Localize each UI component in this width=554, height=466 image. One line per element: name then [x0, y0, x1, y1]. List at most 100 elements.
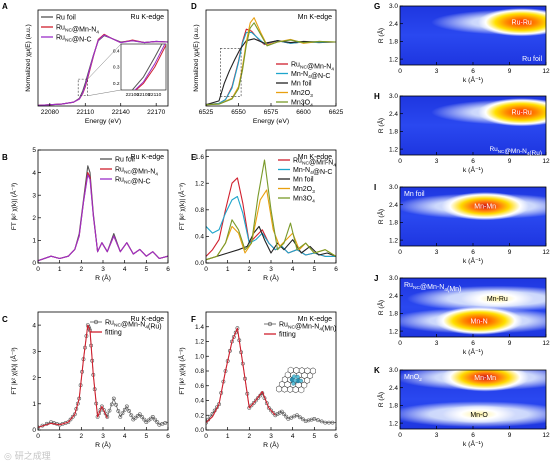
- panel-title: Mn K-edge: [298, 154, 332, 161]
- y-axis-label: R (Å): [376, 118, 385, 133]
- data-point: [86, 324, 91, 329]
- data-point: [107, 408, 112, 413]
- x-tick-label: 12: [542, 432, 550, 439]
- y-tick-label: 0: [32, 260, 36, 267]
- y-tick-label: 2: [32, 215, 36, 222]
- y-axis-label: FT |k² χ(k)| (Å⁻³): [177, 183, 186, 230]
- x-axis-label: k (Å⁻¹): [463, 256, 483, 265]
- y-tick-label: 1.8: [389, 39, 398, 46]
- heatmap-peak: [441, 370, 529, 392]
- data-point: [323, 420, 328, 425]
- panel-letter: G: [374, 2, 380, 11]
- plot-frame: [37, 9, 169, 107]
- x-tick-label: 0: [36, 266, 40, 273]
- inset-y-tick-label: 0.2: [113, 81, 120, 87]
- series-group: [38, 323, 168, 430]
- x-tick-label: 1: [58, 266, 62, 273]
- legend-label: RuNC@Mn-N4(Mn): [279, 321, 336, 332]
- data-point: [114, 402, 118, 407]
- x-tick-label: 6: [471, 249, 475, 256]
- x-tick-label: 3: [269, 433, 273, 440]
- x-axis-label: R (Å): [263, 273, 279, 282]
- y-tick-label: 1.2: [389, 146, 398, 153]
- x-axis-label: k (Å⁻¹): [463, 165, 483, 174]
- x-tick-label: 5: [313, 266, 317, 273]
- data-point: [295, 413, 299, 418]
- legend-label: RuNC@Mn-N4(Ru): [105, 319, 162, 330]
- data-point: [118, 414, 123, 419]
- data-point: [282, 412, 286, 417]
- x-axis-label: Energy (eV): [253, 118, 289, 125]
- y-tick-label: 3: [32, 192, 36, 199]
- legend-label: RuNC@N-C: [115, 176, 151, 185]
- y-axis-label: Normalized χμ(E) (a.u.): [193, 24, 200, 91]
- structure-illustration: [275, 366, 317, 394]
- x-tick-label: 6525: [199, 109, 214, 116]
- y-tick-label: 1.2: [389, 237, 398, 244]
- data-point: [319, 419, 324, 424]
- y-tick-label: 1.4: [195, 324, 204, 331]
- y-tick-label: 1.6: [195, 154, 204, 161]
- x-tick-label: 6: [334, 433, 338, 440]
- x-tick-label: 9: [508, 432, 512, 439]
- panel-letter: K: [374, 366, 380, 375]
- panel-title: Mn K-edge: [298, 14, 332, 21]
- x-tick-label: 6: [471, 158, 475, 165]
- legend-label: RuNC@Mn-N4: [291, 61, 334, 72]
- atom: [293, 378, 298, 383]
- x-tick-label: 12: [542, 340, 550, 347]
- series-line: [38, 174, 168, 262]
- x-tick-label: 6550: [231, 109, 246, 116]
- y-tick-label: 3.0: [389, 3, 398, 10]
- panel-g: Ru-Ru Ru foil 0 3 6 9 12 1.2 1.8 2.4 3.0 k (Å⁻¹) R (…: [374, 2, 550, 84]
- data-point: [300, 417, 305, 422]
- panel-j: Mn-Ru Mn-N RuNC@Mn-N4(Mn) 0 3 6 9 12 1.2 1.8 2.4 3.…: [374, 274, 550, 356]
- data-point: [116, 409, 121, 413]
- corner-label: MnO2: [404, 374, 422, 383]
- x-tick-label: 2: [248, 266, 252, 273]
- x-tick-label: 6: [166, 266, 170, 273]
- y-tick-label: 4: [32, 170, 36, 177]
- legend-label: Mn-N4@N-C: [291, 71, 330, 80]
- y-tick-label: 3.0: [389, 367, 398, 374]
- legend-label: RuNC@Mn-N4: [56, 24, 99, 35]
- x-axis-label: R (Å): [95, 273, 111, 282]
- x-tick-label: 6: [471, 340, 475, 347]
- x-tick-label: 0: [398, 432, 402, 439]
- x-tick-label: 3: [435, 249, 439, 256]
- data-point: [129, 413, 134, 418]
- heatmap-peak: [460, 289, 534, 309]
- legend-label: Mn foil: [293, 176, 314, 183]
- peak-label: Mn-Mn: [474, 204, 496, 211]
- data-point: [326, 420, 331, 425]
- x-axis-label: k (Å⁻¹): [463, 75, 483, 84]
- series-line: [206, 195, 336, 257]
- panel-title: Mn K-edge: [298, 316, 332, 323]
- data-point: [309, 417, 314, 422]
- series-line: [206, 189, 336, 261]
- panel-letter: E: [191, 153, 197, 162]
- y-tick-label: 1.8: [389, 129, 398, 136]
- x-tick-label: 6: [334, 266, 338, 273]
- panel-k: Mn-Mn Mn-O MnO2 0 3 6 9 12 1.2 1.8 2.4 3.0 k (Å⁻¹) R …: [374, 366, 550, 448]
- series-group: [206, 159, 336, 261]
- data-point: [284, 414, 289, 419]
- x-tick-label: 5: [145, 266, 149, 273]
- corner-label: RuNC@Mn-N4(Mn): [404, 282, 461, 293]
- heatmap-peak: [442, 404, 516, 424]
- data-point: [271, 410, 276, 415]
- lattice-ring: [306, 372, 314, 380]
- y-tick-label: 1.8: [389, 311, 398, 318]
- panel-e: 0 1 2 3 4 5 6 0.0 0.4 0.8 1.2 1.6 R (Å) FT |k² χ(k)| …: [177, 149, 338, 282]
- x-tick-label: 1: [58, 433, 62, 440]
- x-tick-label: 12: [542, 158, 550, 165]
- legend-label: Mn3O4: [293, 195, 315, 204]
- plot-frame: [37, 149, 169, 264]
- x-tick-label: 6600: [296, 109, 311, 116]
- inset-y-tick-label: 0.4: [113, 48, 120, 54]
- legend-marker: [93, 319, 99, 325]
- x-tick-label: 6: [471, 68, 475, 75]
- panel-letter: A: [2, 2, 8, 11]
- x-tick-label: 4: [123, 266, 127, 273]
